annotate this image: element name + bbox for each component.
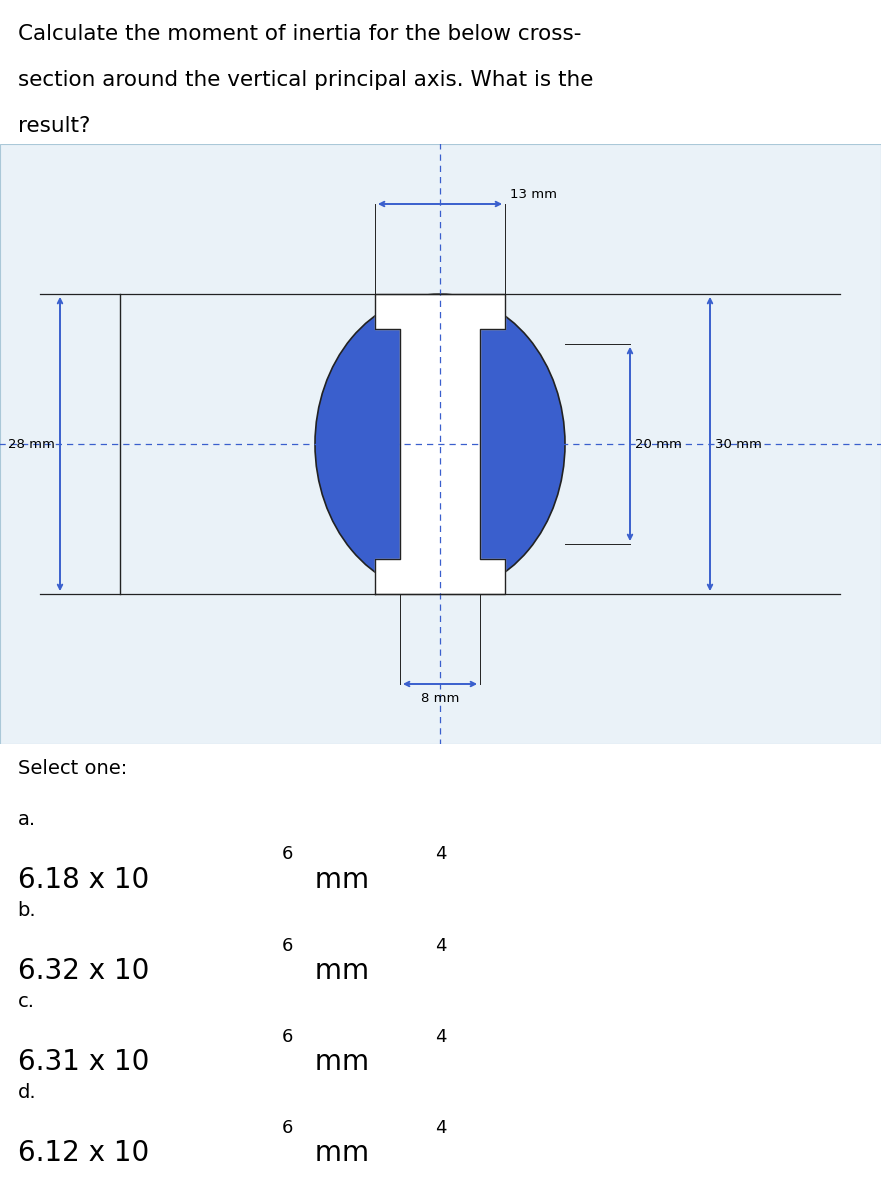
Text: 6.12 x 10: 6.12 x 10 bbox=[18, 1139, 149, 1168]
Text: 13 mm: 13 mm bbox=[510, 188, 557, 200]
Text: 8 mm: 8 mm bbox=[421, 692, 459, 704]
Text: 30 mm: 30 mm bbox=[715, 438, 762, 450]
Text: result?: result? bbox=[18, 115, 90, 136]
Text: 4: 4 bbox=[435, 845, 447, 863]
Text: 6: 6 bbox=[282, 1118, 293, 1136]
Text: d.: d. bbox=[18, 1084, 36, 1103]
Text: 6: 6 bbox=[282, 1027, 293, 1045]
Text: mm: mm bbox=[306, 865, 369, 894]
Text: 6.18 x 10: 6.18 x 10 bbox=[18, 865, 149, 894]
Text: 6.31 x 10: 6.31 x 10 bbox=[18, 1048, 149, 1076]
Text: 4: 4 bbox=[435, 936, 447, 954]
Text: 6: 6 bbox=[282, 845, 293, 863]
Text: 28 mm: 28 mm bbox=[8, 438, 55, 450]
Polygon shape bbox=[375, 294, 505, 594]
Text: 4: 4 bbox=[435, 1027, 447, 1045]
Text: b.: b. bbox=[18, 901, 36, 920]
Text: 6: 6 bbox=[282, 936, 293, 954]
Text: 6.32 x 10: 6.32 x 10 bbox=[18, 956, 149, 985]
Text: Calculate the moment of inertia for the below cross-: Calculate the moment of inertia for the … bbox=[18, 24, 581, 43]
Text: Select one:: Select one: bbox=[18, 760, 127, 779]
Text: 20 mm: 20 mm bbox=[635, 438, 682, 450]
Text: section around the vertical principal axis. What is the: section around the vertical principal ax… bbox=[18, 70, 593, 90]
Text: mm: mm bbox=[306, 1139, 369, 1168]
Text: mm: mm bbox=[306, 1048, 369, 1076]
Text: mm: mm bbox=[306, 956, 369, 985]
Text: a.: a. bbox=[18, 810, 36, 829]
Ellipse shape bbox=[315, 294, 565, 594]
Text: c.: c. bbox=[18, 992, 34, 1012]
Text: 4: 4 bbox=[435, 1118, 447, 1136]
